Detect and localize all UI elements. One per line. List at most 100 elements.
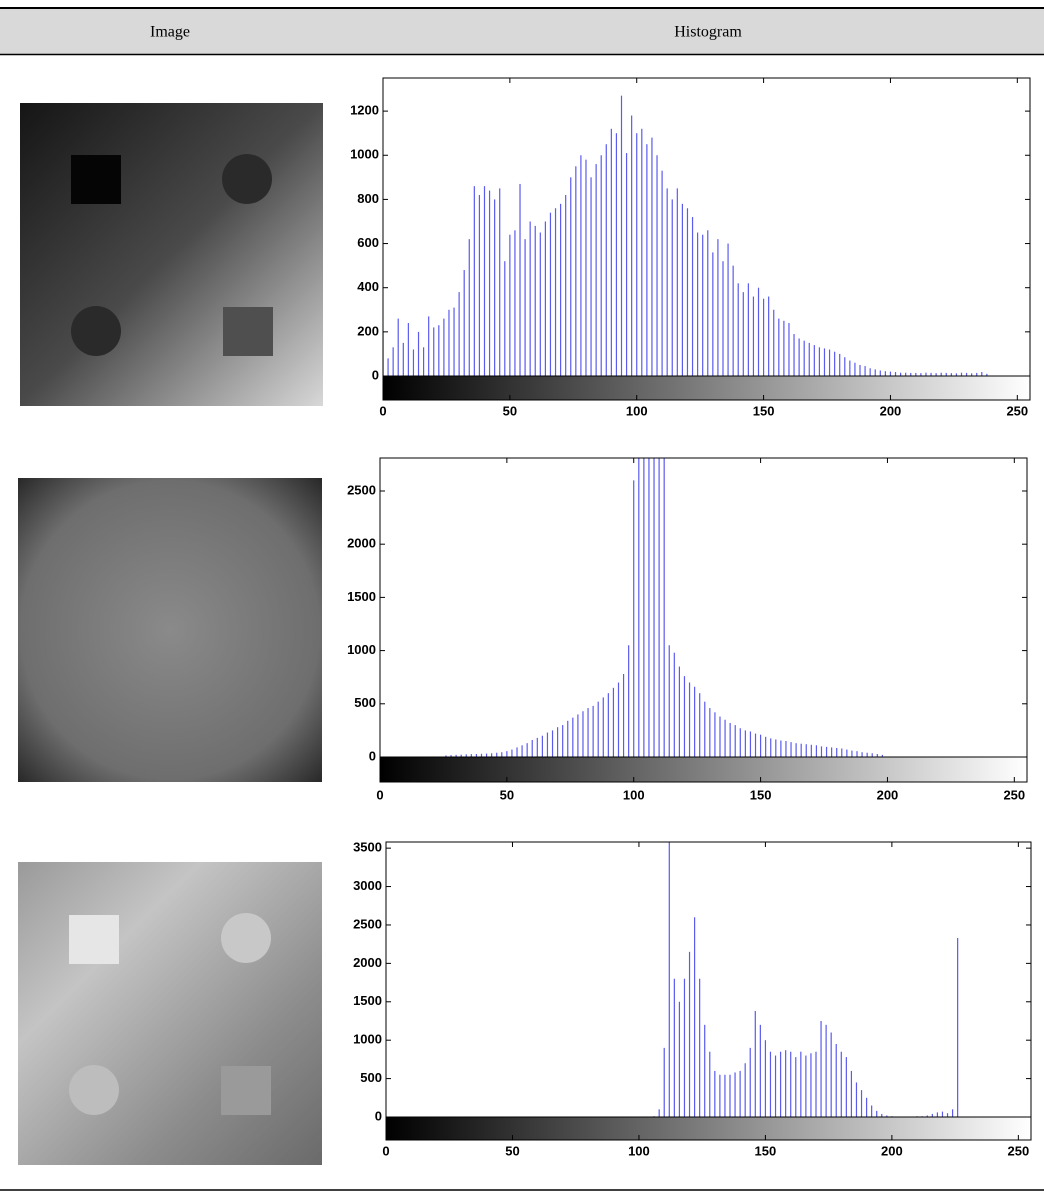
bar xyxy=(790,742,791,757)
bar xyxy=(669,840,670,1117)
bar xyxy=(763,299,764,376)
bar xyxy=(775,739,776,757)
bar xyxy=(846,750,847,757)
bar xyxy=(864,366,865,376)
bar xyxy=(509,235,510,376)
bar xyxy=(661,171,662,376)
bar xyxy=(729,1075,730,1117)
y-tick-label: 1000 xyxy=(350,147,379,162)
bar xyxy=(557,727,558,757)
bar xyxy=(499,188,500,376)
x-tick-label: 100 xyxy=(628,1143,650,1158)
x-tick-label: 100 xyxy=(623,787,645,802)
bars xyxy=(654,840,959,1117)
bars xyxy=(445,395,883,757)
bar xyxy=(981,372,982,376)
bar xyxy=(760,1025,761,1117)
bar xyxy=(448,310,449,376)
bar xyxy=(875,369,876,376)
y-tick-label: 3000 xyxy=(353,878,382,893)
bar xyxy=(867,753,868,757)
bar xyxy=(491,753,492,757)
bar xyxy=(580,155,581,376)
bar xyxy=(547,733,548,757)
bar xyxy=(849,361,850,376)
bar xyxy=(872,753,873,757)
x-tick-label: 0 xyxy=(379,403,386,418)
bar xyxy=(621,96,622,376)
column-header: Image xyxy=(150,24,190,41)
image xyxy=(18,862,322,1165)
bar xyxy=(585,160,586,376)
bar xyxy=(805,1056,806,1117)
x-tick-label: 50 xyxy=(503,403,517,418)
bar xyxy=(699,693,700,757)
x-tick-label: 200 xyxy=(881,1143,903,1158)
image xyxy=(18,478,322,782)
bar xyxy=(738,283,739,376)
bar xyxy=(885,371,886,376)
bar xyxy=(694,917,695,1117)
bar xyxy=(760,735,761,757)
bar xyxy=(626,153,627,376)
bar xyxy=(810,1053,811,1117)
x-tick-label: 150 xyxy=(755,1143,777,1158)
bar xyxy=(433,327,434,376)
bar xyxy=(469,239,470,376)
bar xyxy=(755,1011,756,1117)
bar xyxy=(530,221,531,376)
bar xyxy=(717,239,718,376)
bar xyxy=(856,751,857,757)
bar xyxy=(770,1052,771,1117)
bar xyxy=(643,395,644,757)
bar xyxy=(593,706,594,757)
bar xyxy=(831,1033,832,1117)
bar xyxy=(785,741,786,757)
bar xyxy=(511,750,512,757)
bar xyxy=(770,738,771,757)
bar xyxy=(601,155,602,376)
bar xyxy=(846,1057,847,1117)
bar xyxy=(403,343,404,376)
bar xyxy=(542,736,543,757)
bar xyxy=(545,221,546,376)
bar xyxy=(667,188,668,376)
bar xyxy=(829,350,830,376)
bar xyxy=(618,683,619,757)
bar xyxy=(699,979,700,1117)
y-tick-label: 2500 xyxy=(347,482,376,497)
y-tick-label: 400 xyxy=(357,279,379,294)
bar xyxy=(836,748,837,757)
bar xyxy=(555,208,556,376)
bar xyxy=(677,188,678,376)
bar xyxy=(806,744,807,757)
bar xyxy=(562,725,563,757)
x-tick-label: 250 xyxy=(1003,787,1025,802)
bar xyxy=(740,728,741,757)
bar xyxy=(672,199,673,376)
bar xyxy=(504,261,505,376)
bar xyxy=(719,1075,720,1117)
y-tick-label: 1000 xyxy=(353,1032,382,1047)
y-tick-label: 1500 xyxy=(353,993,382,1008)
bar xyxy=(598,702,599,757)
bar xyxy=(957,938,958,1117)
bar xyxy=(866,1098,867,1117)
bar xyxy=(851,751,852,757)
bar xyxy=(684,676,685,757)
bar xyxy=(824,348,825,376)
bar xyxy=(783,321,784,376)
bar xyxy=(540,233,541,376)
bar xyxy=(890,372,891,376)
bar xyxy=(814,345,815,376)
bar xyxy=(398,319,399,376)
bar xyxy=(880,370,881,376)
bar xyxy=(684,979,685,1117)
bar xyxy=(628,645,629,757)
y-tick-label: 2000 xyxy=(353,955,382,970)
bar xyxy=(876,1111,877,1117)
bar xyxy=(664,448,665,757)
bar xyxy=(659,1109,660,1117)
bar xyxy=(861,1090,862,1117)
